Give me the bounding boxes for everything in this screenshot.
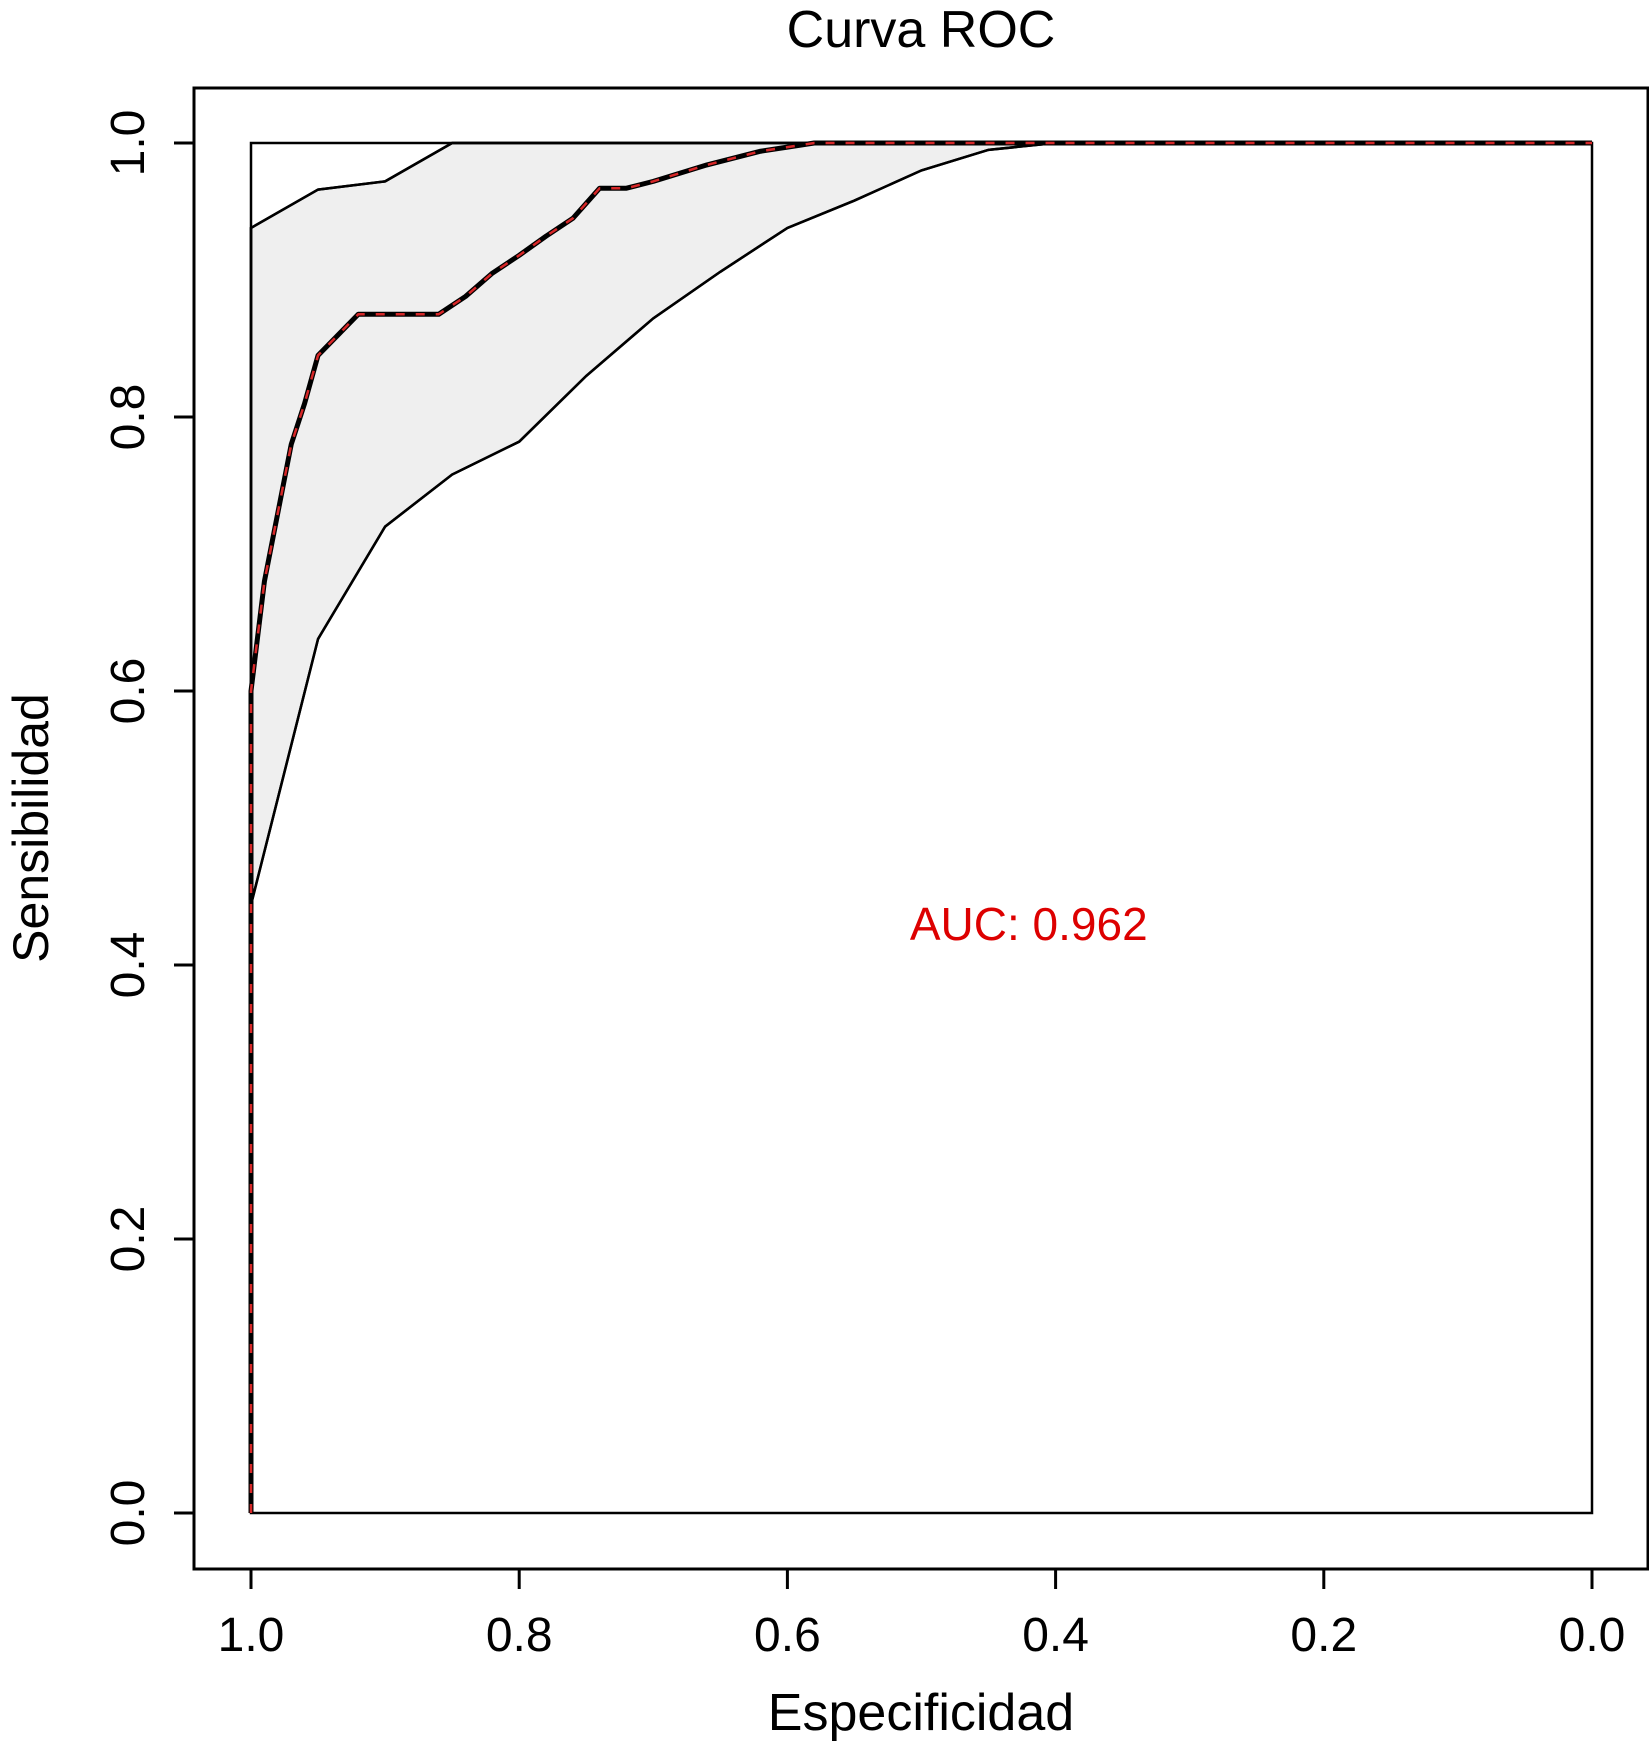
roc-curve-group — [248, 140, 1592, 1513]
y-tick-label: 1.0 — [102, 110, 155, 177]
x-tick-label: 0.4 — [1022, 1609, 1089, 1662]
y-axis-label: Sensibilidad — [3, 693, 59, 963]
x-axis: 1.0 0.8 0.6 0.4 0.2 0.0 — [218, 1567, 1626, 1662]
x-tick-label: 0.2 — [1290, 1609, 1357, 1662]
confidence-band — [249, 141, 1594, 1515]
y-tick-label: 0.2 — [102, 1206, 155, 1273]
roc-curve-dashed-overlay — [249, 141, 1592, 1513]
confidence-band-lower-line — [249, 141, 1592, 1513]
y-tick-label: 0.8 — [102, 384, 155, 451]
chart-title: Curva ROC — [787, 1, 1056, 59]
x-tick-label: 0.6 — [754, 1609, 821, 1662]
x-tick-label: 1.0 — [218, 1609, 285, 1662]
confidence-band-area — [249, 141, 1592, 1513]
y-tick-label: 0.4 — [102, 932, 155, 999]
y-tick-label: 0.6 — [102, 658, 155, 725]
auc-annotation: AUC: 0.962 — [910, 898, 1148, 950]
x-axis-label: Especificidad — [768, 1684, 1074, 1742]
x-tick-label: 0.8 — [486, 1609, 553, 1662]
y-tick-label: 0.0 — [102, 1480, 155, 1547]
x-tick-label: 0.0 — [1559, 1609, 1626, 1662]
y-axis: 0.0 0.2 0.4 0.6 0.8 1.0 — [102, 110, 196, 1547]
